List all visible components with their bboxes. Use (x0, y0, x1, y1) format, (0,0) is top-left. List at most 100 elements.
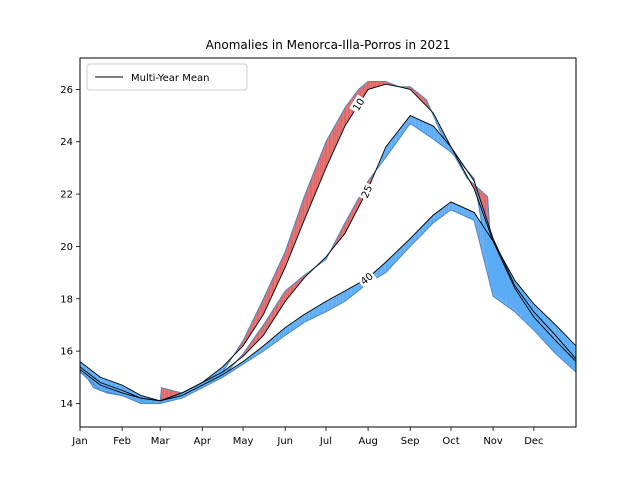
depth-label-bg-25 (358, 181, 376, 202)
anomaly-band-40 (149, 399, 151, 404)
anomaly-band-25 (277, 301, 279, 315)
anomaly-band-25 (385, 145, 388, 158)
plot-frame (79, 57, 577, 428)
anomaly-band-40 (436, 212, 438, 221)
anomaly-band-40 (296, 319, 298, 328)
x-tick-label-dec: Dec (524, 436, 543, 447)
anomaly-band-40 (154, 400, 157, 404)
anomaly-band-40 (570, 355, 572, 369)
anomaly-band-40 (277, 333, 279, 342)
anomaly-band-10 (555, 324, 557, 338)
anomaly-band-10 (264, 292, 267, 312)
anomaly-band-25 (393, 134, 396, 147)
anomaly-band-40 (312, 308, 314, 319)
anomaly-band-25 (425, 122, 427, 135)
anomaly-band-40 (502, 261, 504, 304)
anomaly-band-40 (270, 339, 272, 347)
depth-label-25: 25 (360, 184, 375, 200)
anomaly-band-40 (387, 259, 389, 272)
anomaly-band-40 (521, 298, 524, 320)
anomaly-band-25 (442, 137, 445, 148)
anomaly-band-10 (162, 388, 165, 400)
anomaly-band-25 (415, 118, 418, 129)
anomaly-band-10 (546, 315, 548, 328)
anomaly-band-25 (290, 285, 292, 295)
anomaly-band-40 (267, 341, 269, 349)
anomaly-band-40 (260, 346, 263, 353)
x-tick-label-nov: Nov (483, 436, 503, 447)
anomaly-band-25 (282, 293, 284, 306)
anomaly-band-40 (146, 398, 148, 404)
anomaly-band-40 (393, 252, 396, 264)
anomaly-band-40 (533, 317, 536, 332)
anomaly-band-25 (258, 330, 260, 341)
anomaly-band-10 (300, 204, 302, 231)
anomaly-band-40 (494, 244, 496, 299)
anomaly-band-10 (328, 134, 331, 162)
anomaly-band-10 (161, 387, 163, 401)
anomaly-band-40 (529, 310, 532, 328)
anomaly-band-10 (361, 86, 363, 101)
anomaly-band-40 (452, 202, 454, 212)
anomaly-band-40 (118, 391, 120, 395)
anomaly-band-10 (377, 81, 379, 87)
anomaly-band-10 (362, 84, 365, 99)
anomaly-band-40 (336, 294, 339, 306)
anomaly-band-40 (429, 217, 431, 228)
anomaly-band-40 (279, 330, 282, 340)
anomaly-band-40 (514, 288, 517, 314)
anomaly-band-40 (263, 344, 265, 352)
y-tick-label-24: 24 (60, 137, 73, 148)
mean-lines (80, 83, 576, 402)
anomaly-band-40 (388, 258, 390, 270)
anomaly-band-10 (344, 105, 347, 127)
anomaly-band-40 (470, 210, 472, 220)
anomaly-band-10 (334, 124, 336, 150)
anomaly-band-25 (285, 289, 287, 302)
anomaly-band-40 (558, 343, 560, 358)
anomaly-band-25 (400, 126, 403, 137)
anomaly-band-10 (315, 165, 317, 195)
anomaly-band-10 (364, 83, 366, 96)
anomaly-band-25 (414, 117, 416, 128)
anomaly-band-25 (421, 120, 423, 132)
anomaly-band-40 (340, 292, 343, 304)
anomaly-band-10 (259, 304, 261, 321)
y-tick-label-20: 20 (60, 242, 73, 253)
anomaly-band-10 (544, 314, 547, 327)
anomaly-band-40 (459, 205, 461, 215)
anomaly-band-40 (324, 301, 326, 313)
anomaly-band-40 (460, 206, 462, 215)
anomaly-band-40 (482, 224, 484, 259)
anomaly-band-25 (283, 290, 286, 304)
anomaly-band-40 (510, 279, 513, 310)
anomaly-band-25 (419, 119, 422, 131)
anomaly-band-40 (271, 337, 273, 346)
anomaly-band-40 (569, 354, 571, 368)
anomaly-band-10 (172, 390, 174, 397)
anomaly-band-40 (138, 397, 140, 403)
anomaly-band-10 (289, 235, 291, 258)
x-tick-label-feb: Feb (113, 436, 131, 447)
anomaly-band-25 (263, 322, 265, 336)
anomaly-band-10 (283, 251, 286, 271)
anomaly-band-40 (554, 339, 556, 354)
anomaly-band-25 (438, 132, 441, 145)
anomaly-band-10 (258, 307, 260, 323)
anomaly-band-10 (275, 269, 278, 288)
anomaly-band-25 (354, 203, 356, 216)
anomaly-band-10 (166, 389, 169, 399)
anomaly-band-25 (418, 119, 420, 130)
y-tick-label-16: 16 (60, 347, 73, 358)
anomaly-band-40 (556, 342, 559, 357)
anomaly-band-10 (550, 319, 552, 332)
anomaly-band-40 (480, 222, 483, 253)
anomaly-band-40 (334, 296, 336, 308)
anomaly-band-40 (157, 400, 159, 404)
x-tick-label-oct: Oct (442, 436, 459, 447)
anomaly-band-40 (446, 203, 449, 213)
anomaly-band-40 (391, 255, 393, 267)
anomaly-band-40 (546, 330, 548, 345)
anomaly-band-40 (338, 293, 340, 306)
anomaly-band-40 (468, 209, 471, 219)
